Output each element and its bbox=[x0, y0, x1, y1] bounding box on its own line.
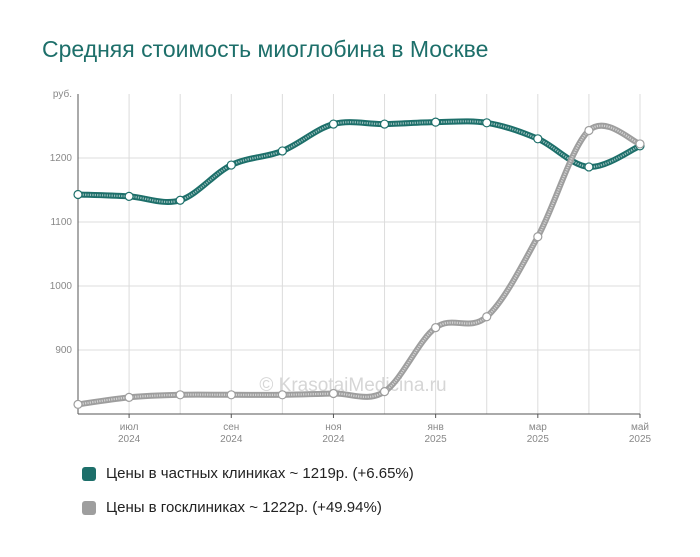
data-point bbox=[277, 146, 287, 156]
data-point bbox=[175, 195, 185, 205]
series-lines bbox=[75, 118, 643, 408]
data-point bbox=[584, 162, 594, 172]
data-point bbox=[328, 119, 339, 129]
y-tick-label: 1200 bbox=[50, 153, 73, 164]
legend-swatch-private bbox=[82, 466, 96, 481]
y-unit-label: руб. bbox=[53, 88, 72, 100]
data-point bbox=[635, 139, 645, 149]
x-tick-year: 2024 bbox=[118, 434, 141, 445]
y-tick-label: 1000 bbox=[50, 281, 73, 292]
data-point bbox=[226, 390, 236, 400]
x-tick-year: 2025 bbox=[425, 434, 448, 445]
x-tick-year: 2024 bbox=[322, 434, 345, 445]
line-chart: 900100011001200руб.июл2024сен2024ноя2024… bbox=[50, 88, 652, 445]
data-point bbox=[482, 312, 492, 322]
data-point bbox=[431, 323, 441, 333]
data-point bbox=[482, 118, 492, 128]
series-line-inner bbox=[77, 124, 641, 406]
legend-item-private[interactable]: Цены в частных клиниках ~ 1219р. (+6.65%… bbox=[82, 465, 414, 482]
series-line-outer bbox=[75, 122, 643, 408]
data-point bbox=[175, 390, 185, 400]
data-point bbox=[277, 390, 287, 400]
data-point bbox=[328, 388, 339, 399]
x-tick-year: 2025 bbox=[527, 434, 550, 445]
x-tick-year: 2025 bbox=[629, 434, 652, 445]
legend-label-public: Цены в госклиниках ~ 1222р. (+49.94%) bbox=[106, 499, 382, 516]
axes: 900100011001200руб.июл2024сен2024ноя2024… bbox=[50, 88, 652, 445]
x-tick-year: 2024 bbox=[220, 434, 243, 445]
legend-swatch-public bbox=[82, 500, 96, 515]
legend-item-public[interactable]: Цены в госклиниках ~ 1222р. (+49.94%) bbox=[82, 499, 382, 516]
x-tick-label: май bbox=[631, 422, 649, 433]
series-points bbox=[73, 117, 645, 409]
x-tick-label: сен bbox=[223, 422, 239, 433]
x-tick-label: ноя bbox=[325, 422, 342, 433]
grid bbox=[77, 94, 641, 414]
data-point bbox=[533, 232, 543, 242]
data-point bbox=[226, 160, 236, 170]
data-point bbox=[73, 189, 83, 200]
y-tick-label: 900 bbox=[55, 345, 72, 356]
data-point bbox=[584, 125, 594, 136]
data-point bbox=[73, 399, 83, 409]
data-point bbox=[533, 134, 543, 144]
data-point bbox=[431, 117, 441, 127]
y-tick-label: 1100 bbox=[50, 217, 72, 228]
chart-title: Средняя стоимость миоглобина в Москве bbox=[42, 36, 489, 62]
data-point bbox=[379, 387, 390, 397]
data-point bbox=[124, 392, 134, 402]
data-point bbox=[379, 119, 390, 129]
data-point bbox=[124, 191, 134, 201]
x-tick-label: июл bbox=[120, 422, 139, 433]
x-tick-label: мар bbox=[529, 422, 547, 433]
x-tick-label: янв bbox=[428, 422, 444, 433]
legend-label-private: Цены в частных клиниках ~ 1219р. (+6.65%… bbox=[106, 465, 414, 482]
